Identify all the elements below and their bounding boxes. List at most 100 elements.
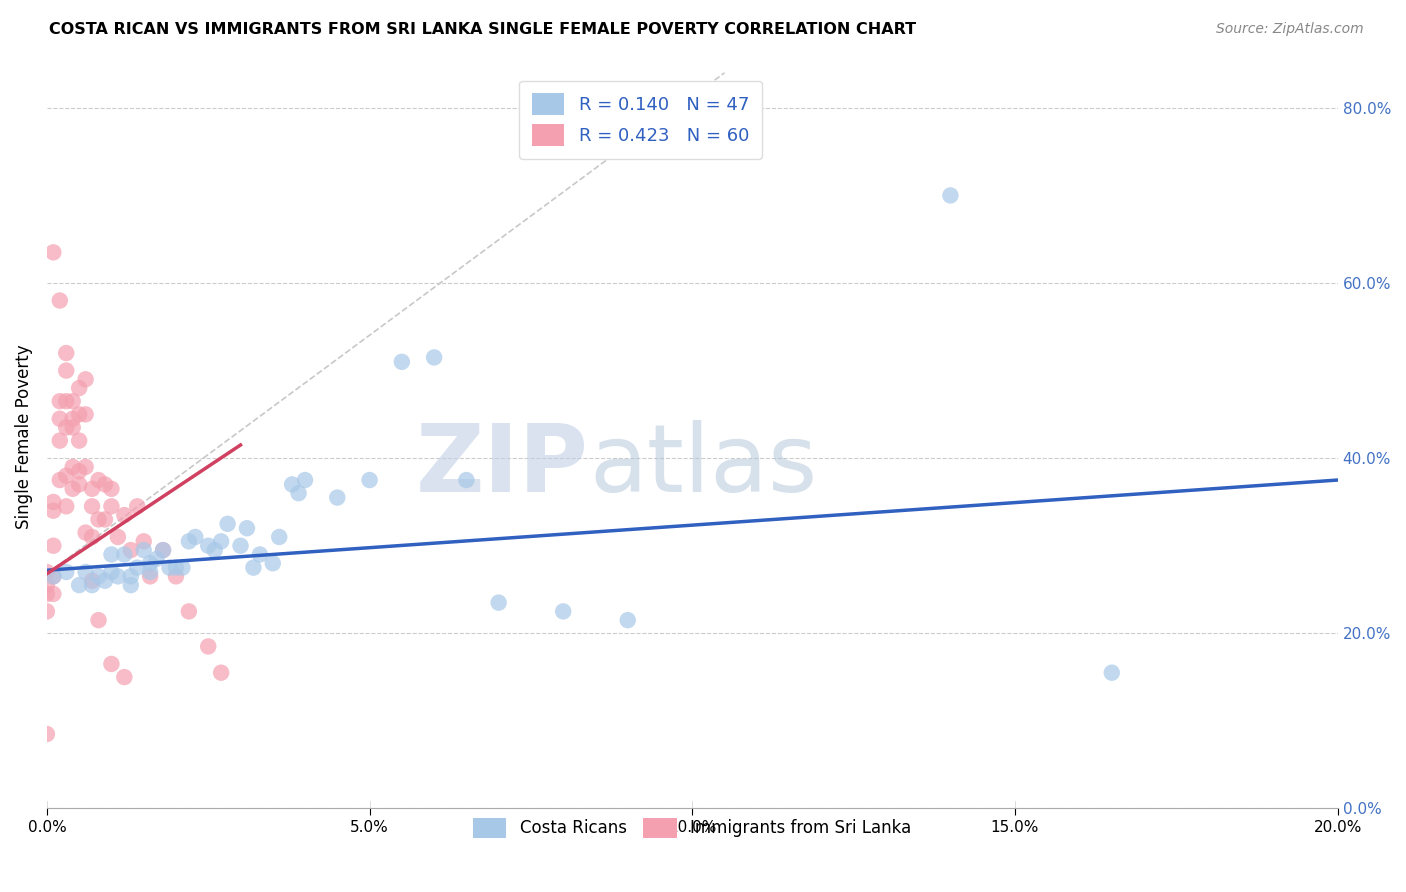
Point	[127, 560, 149, 574]
Point	[107, 530, 129, 544]
Point	[55, 420, 77, 434]
Point	[67, 434, 90, 448]
Point	[94, 477, 117, 491]
Point	[55, 363, 77, 377]
Point	[177, 604, 200, 618]
Point	[80, 500, 103, 514]
Point	[49, 394, 72, 409]
Point	[184, 530, 207, 544]
Point	[49, 293, 72, 308]
Point	[456, 473, 478, 487]
Legend: Costa Ricans, Immigrants from Sri Lanka: Costa Ricans, Immigrants from Sri Lanka	[467, 811, 918, 845]
Point	[132, 534, 155, 549]
Point	[616, 613, 638, 627]
Point	[87, 512, 110, 526]
Point	[236, 521, 259, 535]
Point	[1101, 665, 1123, 680]
Point	[249, 548, 271, 562]
Point	[553, 604, 575, 618]
Point	[35, 587, 58, 601]
Point	[229, 539, 252, 553]
Point	[217, 516, 239, 531]
Point	[262, 556, 284, 570]
Point	[49, 434, 72, 448]
Point	[75, 459, 97, 474]
Point	[112, 670, 135, 684]
Point	[112, 508, 135, 522]
Point	[49, 473, 72, 487]
Point	[359, 473, 381, 487]
Point	[391, 355, 413, 369]
Point	[939, 188, 962, 202]
Point	[165, 569, 187, 583]
Point	[120, 578, 142, 592]
Point	[204, 543, 226, 558]
Point	[80, 482, 103, 496]
Point	[75, 372, 97, 386]
Point	[62, 482, 84, 496]
Point	[55, 394, 77, 409]
Point	[80, 574, 103, 588]
Point	[42, 504, 65, 518]
Point	[177, 534, 200, 549]
Point	[55, 500, 77, 514]
Point	[152, 543, 174, 558]
Point	[287, 486, 309, 500]
Point	[112, 548, 135, 562]
Point	[209, 534, 232, 549]
Point	[139, 556, 162, 570]
Point	[87, 473, 110, 487]
Point	[100, 657, 122, 671]
Point	[67, 477, 90, 491]
Point	[35, 578, 58, 592]
Point	[67, 381, 90, 395]
Text: COSTA RICAN VS IMMIGRANTS FROM SRI LANKA SINGLE FEMALE POVERTY CORRELATION CHART: COSTA RICAN VS IMMIGRANTS FROM SRI LANKA…	[49, 22, 917, 37]
Point	[35, 727, 58, 741]
Point	[152, 543, 174, 558]
Point	[87, 569, 110, 583]
Point	[67, 464, 90, 478]
Point	[62, 411, 84, 425]
Point	[94, 512, 117, 526]
Point	[67, 408, 90, 422]
Point	[120, 569, 142, 583]
Point	[139, 565, 162, 579]
Text: Source: ZipAtlas.com: Source: ZipAtlas.com	[1216, 22, 1364, 37]
Point	[209, 665, 232, 680]
Text: ZIP: ZIP	[416, 420, 589, 512]
Point	[80, 530, 103, 544]
Point	[326, 491, 349, 505]
Point	[139, 569, 162, 583]
Point	[75, 408, 97, 422]
Point	[120, 543, 142, 558]
Point	[172, 560, 194, 574]
Point	[127, 500, 149, 514]
Point	[62, 420, 84, 434]
Point	[42, 245, 65, 260]
Point	[488, 596, 510, 610]
Point	[42, 569, 65, 583]
Text: atlas: atlas	[589, 420, 817, 512]
Point	[80, 578, 103, 592]
Point	[100, 565, 122, 579]
Point	[55, 565, 77, 579]
Point	[55, 468, 77, 483]
Point	[281, 477, 304, 491]
Point	[42, 569, 65, 583]
Point	[67, 578, 90, 592]
Point	[423, 351, 446, 365]
Point	[132, 543, 155, 558]
Y-axis label: Single Female Poverty: Single Female Poverty	[15, 344, 32, 529]
Point	[75, 565, 97, 579]
Point	[242, 560, 264, 574]
Point	[269, 530, 291, 544]
Point	[62, 459, 84, 474]
Point	[87, 613, 110, 627]
Point	[107, 569, 129, 583]
Point	[294, 473, 316, 487]
Point	[165, 560, 187, 574]
Point	[75, 525, 97, 540]
Point	[94, 574, 117, 588]
Point	[100, 548, 122, 562]
Point	[62, 394, 84, 409]
